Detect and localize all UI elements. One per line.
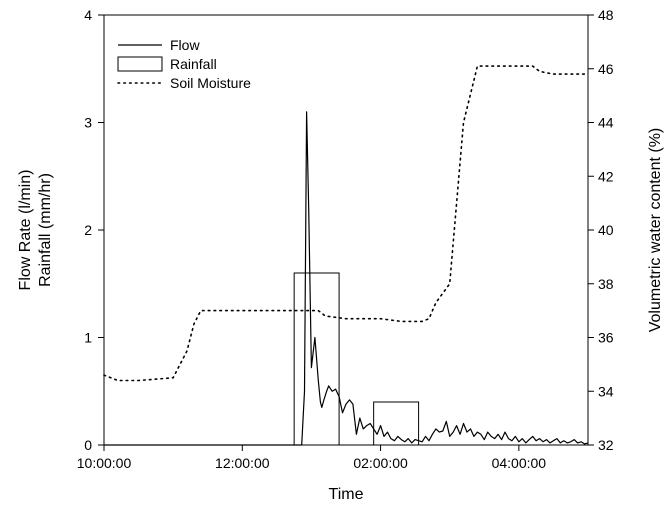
y-right-tick-label: 46 bbox=[598, 61, 614, 77]
y-left-tick-label: 3 bbox=[84, 115, 92, 131]
x-axis-title: Time bbox=[329, 486, 364, 503]
flow-series bbox=[104, 111, 589, 446]
y-left-axis-title: Flow Rate (l/min) Rainfall (mm/hr) bbox=[17, 170, 54, 291]
x-tick-label: 02:00:00 bbox=[353, 455, 408, 471]
x-tick-label: 12:00:00 bbox=[215, 455, 270, 471]
y-right-tick-label: 40 bbox=[598, 222, 614, 238]
y-right-tick-label: 44 bbox=[598, 115, 614, 131]
y-right-tick-label: 34 bbox=[598, 383, 614, 399]
soil-moisture-line bbox=[103, 65, 589, 382]
legend-label: Soil Moisture bbox=[170, 75, 251, 91]
legend-label: Flow bbox=[170, 37, 200, 53]
y-left-tick-label: 0 bbox=[84, 437, 92, 453]
y-left-axis-title-line: Rainfall (mm/hr) bbox=[37, 173, 54, 287]
y-right-tick-label: 36 bbox=[598, 330, 614, 346]
y-right-tick-label: 48 bbox=[598, 7, 614, 23]
legend-rainfall-swatch bbox=[117, 56, 163, 72]
flow-line bbox=[104, 111, 589, 446]
axes: 10:00:00 12:00:00 02:00:00 04:00:00 Time 0 1 2 3… bbox=[17, 7, 664, 503]
legend: Flow Rainfall Soil Moisture bbox=[117, 37, 251, 91]
y-right-tick-label: 32 bbox=[598, 437, 614, 453]
y-left-tick-label: 1 bbox=[84, 330, 92, 346]
y-right-tick-label: 38 bbox=[598, 276, 614, 292]
y-left-tick-label: 4 bbox=[84, 7, 92, 23]
y-left-axis-title-line: Flow Rate (l/min) bbox=[17, 170, 34, 291]
y-right-axis-title: Volumetric water content (%) bbox=[647, 128, 664, 333]
x-tick-label: 10:00:00 bbox=[77, 455, 132, 471]
legend-label: Rainfall bbox=[170, 56, 217, 72]
y-left-tick-label: 2 bbox=[84, 222, 92, 238]
y-right-tick-label: 42 bbox=[598, 168, 614, 184]
soil-moisture-series bbox=[103, 65, 589, 382]
x-tick-label: 04:00:00 bbox=[492, 455, 547, 471]
